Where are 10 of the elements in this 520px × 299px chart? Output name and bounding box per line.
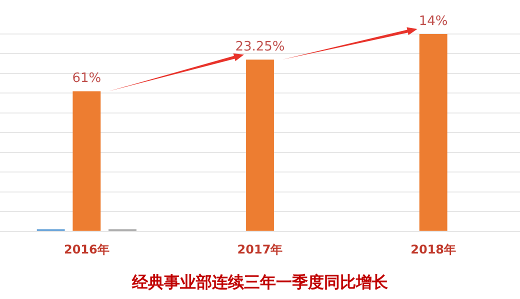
x-tick-label: 2017年	[237, 242, 283, 257]
annotation: 23.25%	[235, 40, 285, 55]
text: 14%	[418, 14, 448, 29]
x-tick-label: 2018年	[410, 242, 456, 257]
bar	[72, 91, 101, 231]
annotation: 61%	[72, 71, 102, 86]
bar	[246, 60, 274, 231]
x-tick-label: 2016年	[64, 242, 110, 257]
bar	[419, 34, 448, 231]
text: 经典事业部连续三年一季度同比增长	[131, 272, 389, 292]
